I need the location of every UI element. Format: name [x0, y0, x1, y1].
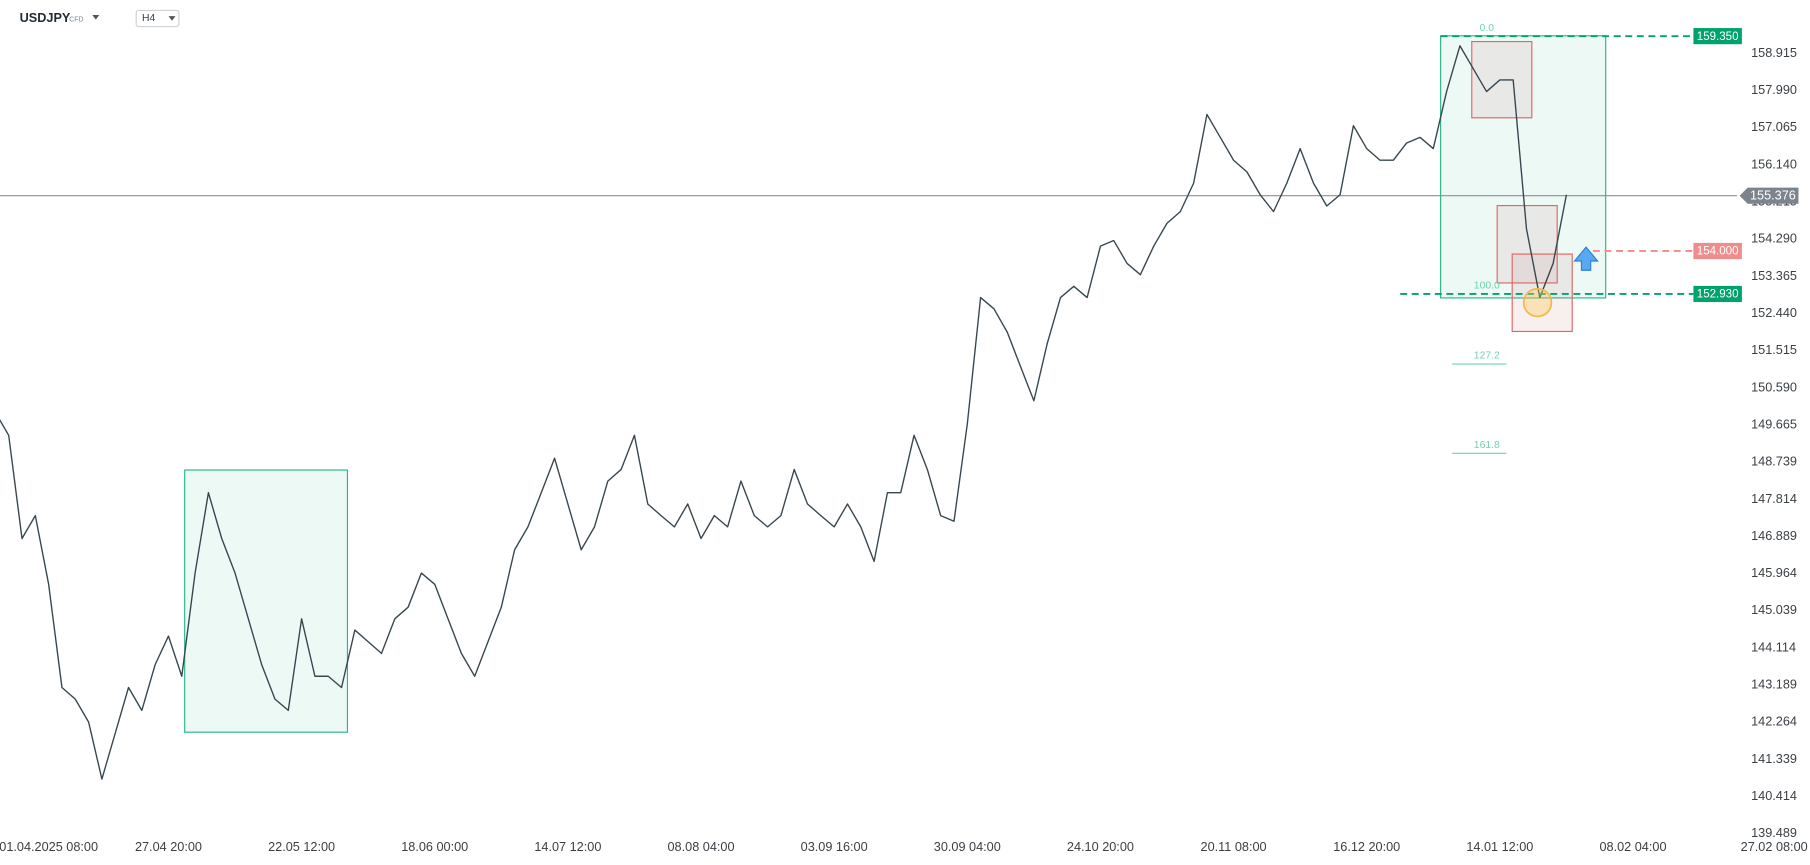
x-tick-label: 18.06 00:00	[401, 840, 468, 854]
timeframe-button[interactable]	[135, 9, 180, 28]
fib-label: 100.0	[1474, 281, 1500, 292]
x-tick-label: 14.07 12:00	[534, 840, 601, 854]
x-tick-label: 27.02 08:00	[1741, 840, 1808, 854]
y-tick-label: 153.365	[1751, 269, 1797, 283]
y-tick-label: 152.440	[1751, 306, 1797, 320]
symbol-dropdown[interactable]	[92, 15, 100, 20]
y-axis-area	[1737, 0, 1810, 865]
x-tick-label: 01.04.2025 08:00	[0, 840, 98, 854]
symbol[interactable]: USDJPY	[20, 11, 71, 25]
level-label-box	[1693, 285, 1742, 303]
y-tick-label: 156.140	[1751, 157, 1797, 171]
x-tick-label: 20.11 08:00	[1201, 840, 1267, 854]
axes: 158.915157.990157.065156.140155.215154.2…	[0, 23, 1808, 854]
fib-label: 161.8	[1474, 440, 1500, 451]
y-tick-label: 148.739	[1751, 455, 1797, 469]
y-tick-label: 154.290	[1751, 232, 1797, 246]
x-tick-label: 16.12 20:00	[1333, 840, 1400, 854]
fib-label: 0.0	[1480, 23, 1495, 34]
y-tick-label: 141.339	[1751, 752, 1797, 766]
x-tick-label: 08.02 04:00	[1599, 840, 1666, 854]
price-line	[0, 45, 1568, 780]
x-tick-label: 30.09 04:00	[934, 840, 1001, 854]
y-tick-label: 145.964	[1751, 566, 1797, 580]
y-tick-label: 145.039	[1751, 603, 1797, 617]
x-tick-label: 24.10 20:00	[1067, 840, 1134, 854]
red-box	[1496, 204, 1558, 284]
y-tick-label: 149.665	[1751, 417, 1797, 431]
x-tick-label: 27.04 20:00	[135, 840, 202, 854]
y-tick-label: 158.915	[1751, 46, 1797, 60]
level-label-box	[1693, 242, 1742, 260]
level-label-box	[1693, 28, 1742, 45]
y-tick-label: 157.065	[1751, 120, 1797, 134]
highlight-circle	[1522, 287, 1553, 318]
last-price-box	[1739, 187, 1799, 204]
level-label: 154.000	[1697, 246, 1739, 258]
y-tick-label: 140.414	[1751, 789, 1797, 803]
y-tick-label: 147.814	[1751, 492, 1797, 506]
y-tick-label: 150.590	[1751, 380, 1797, 394]
up-arrow	[1573, 246, 1599, 271]
y-tick-label: 157.990	[1751, 83, 1797, 97]
timeframe-dropdown[interactable]	[168, 16, 176, 21]
fib-label: 127.2	[1474, 351, 1500, 362]
y-tick-label: 144.114	[1751, 640, 1796, 654]
y-tick-label: 139.489	[1751, 826, 1797, 840]
x-tick-label: 03.09 16:00	[801, 840, 868, 854]
x-tick-label: 14.01 12:00	[1466, 840, 1533, 854]
y-tick-label: 143.189	[1751, 677, 1797, 691]
y-tick-label: 146.889	[1751, 529, 1797, 543]
x-tick-label: 22.05 12:00	[268, 840, 335, 854]
last-price-label: 155.376	[1750, 189, 1796, 203]
instrument-type: CFD	[69, 16, 83, 23]
level-label: 159.350	[1697, 31, 1739, 43]
timeframe[interactable]: H4	[142, 13, 155, 24]
y-tick-label: 151.515	[1751, 343, 1797, 357]
zone-box	[184, 469, 349, 733]
plot-area	[0, 35, 1738, 780]
x-tick-label: 08.08 04:00	[668, 840, 735, 854]
level-label: 152.930	[1697, 289, 1739, 301]
y-tick-label: 142.264	[1751, 715, 1797, 729]
